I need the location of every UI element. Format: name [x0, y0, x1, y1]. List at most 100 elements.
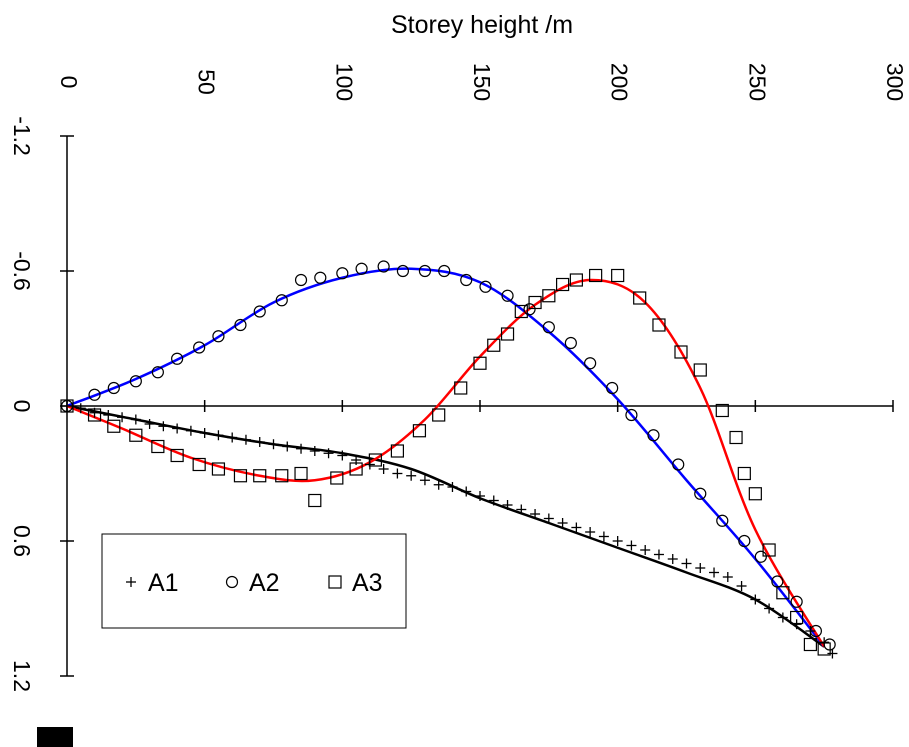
point-a3 — [528, 295, 542, 310]
point-a1 — [585, 527, 596, 537]
height-tick-label: 50 — [194, 69, 220, 95]
point-a1 — [695, 563, 706, 573]
point-a2 — [107, 381, 120, 395]
legend-marker-a3 — [328, 575, 342, 589]
point-a3 — [514, 304, 528, 319]
point-a1 — [337, 450, 348, 461]
point-a3 — [129, 428, 143, 442]
point-a2 — [564, 336, 577, 350]
point-a3 — [589, 268, 603, 283]
point-a1 — [543, 513, 554, 524]
point-a1 — [268, 439, 279, 450]
point-a1 — [502, 500, 513, 510]
point-a2 — [625, 408, 638, 422]
point-a2 — [438, 264, 451, 278]
point-a1 — [777, 612, 788, 623]
legend-items: A1 A2 A3 — [126, 569, 383, 597]
point-a3 — [390, 444, 404, 458]
point-a2 — [501, 289, 514, 302]
point-a2 — [253, 305, 266, 318]
point-a1 — [764, 603, 775, 614]
point-a3 — [555, 277, 570, 292]
point-a1 — [103, 410, 114, 420]
point-a1 — [722, 572, 733, 582]
point-a1 — [227, 432, 238, 443]
point-a1 — [640, 545, 651, 555]
point-a3 — [170, 448, 184, 463]
displacement-tick-label: -1.2 — [9, 116, 35, 156]
point-a2 — [396, 264, 410, 278]
point-a2 — [171, 352, 184, 365]
point-a3 — [737, 466, 751, 481]
point-a3 — [60, 399, 74, 413]
point-a1 — [282, 441, 293, 452]
point-a3 — [500, 327, 515, 341]
point-a1 — [419, 475, 430, 486]
point-a1 — [447, 482, 458, 492]
point-a2 — [716, 514, 729, 527]
point-a3 — [803, 637, 818, 652]
point-a1 — [571, 522, 582, 533]
legend-marker-a1 — [126, 577, 136, 587]
point-a3 — [412, 424, 427, 438]
point-a3 — [349, 462, 363, 476]
legend-label: A3 — [352, 569, 383, 597]
point-a3 — [762, 543, 776, 557]
point-a1 — [213, 430, 224, 441]
point-a1 — [172, 423, 183, 434]
point-a2 — [809, 624, 823, 638]
legend-item-a2: A2 — [225, 569, 280, 597]
point-a3 — [542, 289, 556, 303]
point-a2 — [294, 273, 308, 287]
legend-item-a1: A1 — [126, 569, 179, 597]
height-tick-label: 0 — [56, 76, 82, 89]
point-a1 — [530, 509, 541, 519]
point-a2 — [738, 534, 751, 548]
point-a1 — [254, 437, 265, 447]
point-a3 — [368, 453, 382, 467]
point-a2 — [479, 280, 492, 293]
point-a3 — [454, 381, 468, 395]
point-a3 — [275, 469, 289, 483]
point-a1 — [185, 425, 196, 436]
point-a2 — [418, 264, 432, 278]
point-a1 — [461, 486, 472, 497]
point-a3 — [569, 273, 583, 287]
point-a1 — [117, 412, 128, 423]
point-a2 — [88, 388, 101, 401]
point-a1 — [598, 531, 609, 542]
point-a1 — [667, 554, 678, 564]
point-a2 — [542, 321, 555, 334]
point-a3 — [107, 419, 121, 433]
point-a1 — [309, 446, 320, 456]
data-markers — [60, 260, 838, 659]
fit-line — [66, 278, 826, 648]
legend-label: A2 — [249, 569, 280, 597]
point-a1 — [130, 414, 141, 425]
point-a1 — [516, 504, 527, 515]
legend-box — [101, 533, 407, 629]
point-a2 — [212, 330, 225, 343]
point-a1 — [557, 518, 568, 528]
height-tick-label: 200 — [607, 63, 633, 101]
point-a3 — [611, 268, 625, 283]
point-a2 — [672, 458, 685, 471]
point-a3 — [211, 462, 226, 476]
point-a3 — [748, 487, 762, 501]
point-a2 — [790, 595, 803, 608]
point-a3 — [192, 457, 206, 472]
point-a3 — [151, 439, 165, 454]
point-a3 — [633, 291, 647, 305]
point-a2 — [275, 294, 288, 307]
legend-item-a3: A3 — [328, 569, 383, 597]
x-axis-title: Storey height /m — [391, 11, 573, 39]
point-a3 — [776, 586, 790, 600]
point-a2 — [234, 318, 247, 332]
point-a3 — [715, 403, 729, 418]
point-a2 — [193, 341, 206, 354]
displacement-tick-label: 0 — [9, 400, 35, 413]
point-a3 — [652, 318, 666, 332]
point-a2 — [647, 429, 660, 442]
point-a2 — [754, 550, 767, 563]
